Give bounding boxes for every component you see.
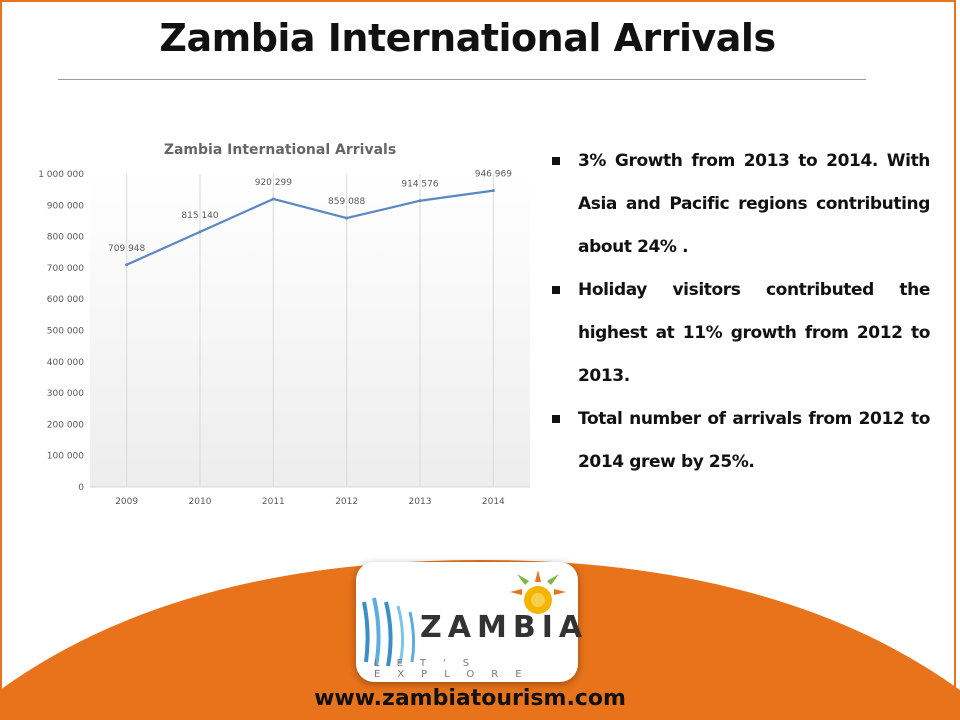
y-tick-label: 0: [78, 483, 84, 493]
data-point: [345, 216, 349, 220]
bullet-item: 3% Growth from 2013 to 2014. With Asia a…: [548, 140, 930, 269]
y-tick-label: 900 000: [47, 201, 84, 211]
data-label: 920 299: [255, 178, 292, 188]
data-point: [271, 197, 275, 201]
series-line: [126, 189, 494, 266]
arrivals-chart: Zambia International Arrivals 0 100 000 20…: [30, 120, 540, 530]
square-bullet-icon: [552, 157, 560, 165]
bullet-text: 3% Growth from 2013 to 2014. With Asia a…: [578, 151, 930, 257]
chart-svg: Zambia International Arrivals 0 100 000 20…: [38, 142, 530, 507]
bullet-item: Holiday visitors contributed the highest…: [548, 269, 930, 398]
data-point: [491, 189, 495, 193]
waterfall-icon: [362, 597, 416, 667]
x-tick-label: 2009: [115, 497, 138, 507]
sun-icon: [510, 570, 566, 614]
data-point: [125, 263, 129, 267]
y-tick-label: 200 000: [47, 420, 84, 430]
y-tick-label: 700 000: [47, 264, 84, 274]
y-tick-label: 1 000 000: [38, 170, 84, 180]
data-point: [198, 230, 202, 234]
title-divider: [58, 79, 866, 80]
key-points-list: 3% Growth from 2013 to 2014. With Asia a…: [548, 140, 930, 484]
data-label: 946 969: [475, 170, 512, 180]
y-tick-label: 500 000: [47, 327, 84, 337]
y-tick-label: 800 000: [47, 233, 84, 243]
bullet-item: Total number of arrivals from 2012 to 20…: [548, 398, 930, 484]
square-bullet-icon: [552, 415, 560, 423]
data-point: [418, 199, 422, 203]
data-label: 709 948: [108, 244, 145, 254]
x-tick-label: 2011: [262, 497, 285, 507]
y-tick-label: 400 000: [47, 358, 84, 368]
page-title: Zambia International Arrivals: [159, 16, 776, 60]
x-tick-label: 2013: [409, 497, 432, 507]
square-bullet-icon: [552, 286, 560, 294]
data-label: 815 140: [181, 211, 218, 221]
y-tick-label: 100 000: [47, 452, 84, 462]
logo-wordmark: ZAMBIA: [420, 610, 589, 645]
y-tick-label: 600 000: [47, 295, 84, 305]
data-label: 914 576: [401, 180, 438, 190]
chart-title: Zambia International Arrivals: [164, 142, 396, 158]
data-label: 859 088: [328, 197, 365, 207]
bullet-text: Holiday visitors contributed the highest…: [578, 280, 930, 386]
y-tick-label: 300 000: [47, 389, 84, 399]
x-tick-label: 2012: [335, 497, 358, 507]
x-tick-label: 2014: [482, 497, 505, 507]
website-url: www.zambiatourism.com: [314, 686, 626, 711]
bullet-text: Total number of arrivals from 2012 to 20…: [578, 409, 930, 472]
logo-tagline: LET'S EXPLORE: [374, 658, 539, 680]
plot-area: [90, 174, 530, 487]
logo-artwork: [362, 570, 566, 667]
x-tick-label: 2010: [189, 497, 212, 507]
zambia-logo: ZAMBIA LET'S EXPLORE: [356, 562, 582, 682]
